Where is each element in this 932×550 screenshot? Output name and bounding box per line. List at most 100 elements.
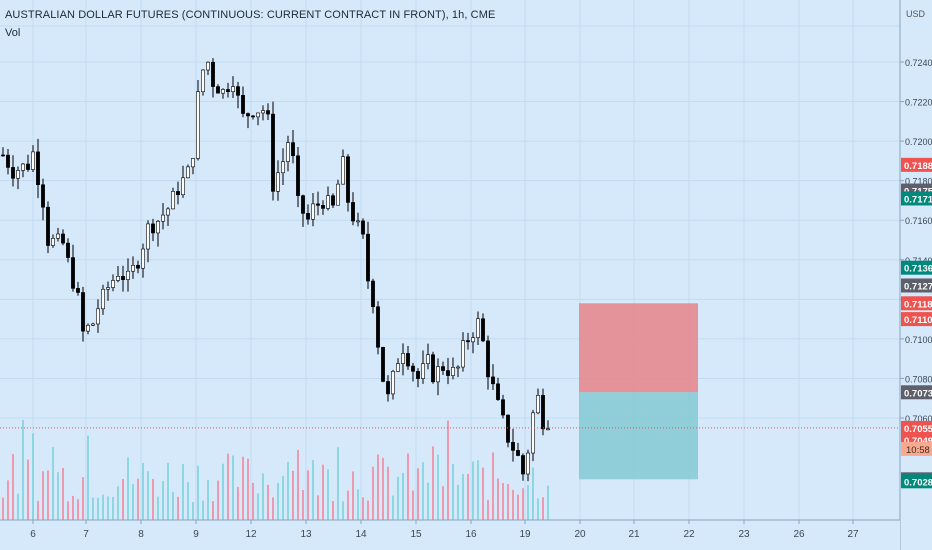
candle-body (196, 91, 200, 159)
candle-body (66, 242, 70, 258)
volume-bar (92, 497, 94, 520)
price-label-text: 0.7127 (904, 281, 932, 292)
candle (531, 409, 535, 462)
candle (396, 358, 400, 372)
candle (456, 365, 460, 378)
price-label-text: 0.7136 (904, 264, 932, 275)
candle (251, 114, 255, 120)
time-tick-label: 13 (300, 529, 312, 540)
candle-body (361, 220, 365, 235)
countdown-text: 10:58 (906, 445, 930, 456)
time-tick-label: 26 (793, 529, 805, 540)
candle-body (371, 280, 375, 308)
volume-indicator-label[interactable]: Vol (5, 27, 21, 39)
time-tick-label: 23 (738, 529, 750, 540)
price-label: 0.7188 (901, 157, 932, 172)
volume-bar (162, 481, 164, 520)
candle-body (266, 110, 270, 115)
volume-bar (42, 471, 44, 520)
candle-body (516, 450, 520, 456)
candle (536, 388, 540, 415)
candle (91, 322, 95, 326)
volume-bar (547, 485, 549, 520)
candle (46, 201, 50, 254)
take-profit-zone[interactable] (579, 392, 698, 480)
candle-body (151, 223, 155, 234)
candle-body (396, 363, 400, 372)
short-position-tool[interactable] (579, 303, 698, 480)
volume-bar (247, 458, 249, 520)
candle (156, 220, 160, 247)
candle-body (56, 233, 60, 239)
candle (96, 299, 100, 333)
candle-body (161, 214, 165, 222)
candle-body (366, 233, 370, 282)
volume-bar (352, 471, 354, 520)
volume-series (2, 419, 549, 520)
candle (26, 154, 30, 172)
volume-bar (217, 480, 219, 520)
candle (316, 191, 320, 216)
candle (281, 148, 285, 186)
volume-bar (82, 477, 84, 520)
candle-body (246, 113, 250, 117)
volume-bar (212, 501, 214, 520)
candle (51, 234, 55, 248)
volume-bar (232, 455, 234, 520)
volume-bar (307, 470, 309, 520)
volume-bar (527, 485, 529, 520)
candle-body (251, 115, 255, 118)
candle-body (521, 455, 525, 475)
price-label-text: 0.7049 (904, 436, 932, 447)
candle-body (341, 156, 345, 185)
price-label: 0.7136 (901, 260, 932, 275)
candle-body (41, 184, 45, 208)
candle-body (476, 318, 480, 338)
volume-bar (157, 496, 159, 520)
time-axis-background[interactable] (0, 520, 900, 550)
price-tick-label: 0.7100 (905, 335, 932, 345)
candle (111, 274, 115, 292)
volume-bar (477, 460, 479, 520)
candle (371, 278, 375, 314)
price-tick-label: 0.7200 (905, 137, 932, 147)
candle (461, 332, 465, 372)
candle-body (386, 381, 390, 395)
volume-bar (432, 446, 434, 520)
candle (421, 350, 425, 384)
candle-body (191, 158, 195, 168)
candle-body (156, 220, 160, 234)
candle-body (346, 156, 350, 203)
volume-bar (337, 447, 339, 520)
candle-body (201, 69, 205, 93)
candle-body (71, 257, 75, 289)
candle (361, 218, 365, 239)
price-label-background (901, 260, 932, 275)
candle-body (381, 346, 385, 382)
candle (476, 311, 480, 345)
candle-series (1, 58, 550, 482)
price-label-background (901, 474, 932, 489)
volume-bar (497, 478, 499, 520)
price-label-background (901, 157, 932, 172)
candle (116, 266, 120, 283)
candle-body (306, 213, 310, 220)
candle (296, 146, 300, 208)
price-label-text: 0.7028 (904, 477, 932, 488)
candle-body (391, 371, 395, 395)
chart-title: AUSTRALIAN DOLLAR FUTURES (CONTINUOUS: C… (5, 9, 496, 21)
price-axis[interactable]: 0.72400.72200.72000.71800.71600.71400.71… (899, 0, 932, 550)
candle (471, 332, 475, 354)
price-axis-background[interactable] (900, 0, 932, 550)
volume-bar (487, 499, 489, 520)
volume-bar (252, 482, 254, 520)
price-tick-label: 0.7080 (905, 374, 932, 384)
time-axis[interactable]: 6 7 8 9 12 13 14 15 16 19 20 21 22 23 26 27 (0, 519, 900, 550)
price-label: 0.7118 (901, 296, 932, 311)
volume-bar (382, 457, 384, 520)
stop-loss-zone[interactable] (579, 303, 698, 393)
candle (426, 343, 430, 370)
candle (166, 207, 170, 227)
